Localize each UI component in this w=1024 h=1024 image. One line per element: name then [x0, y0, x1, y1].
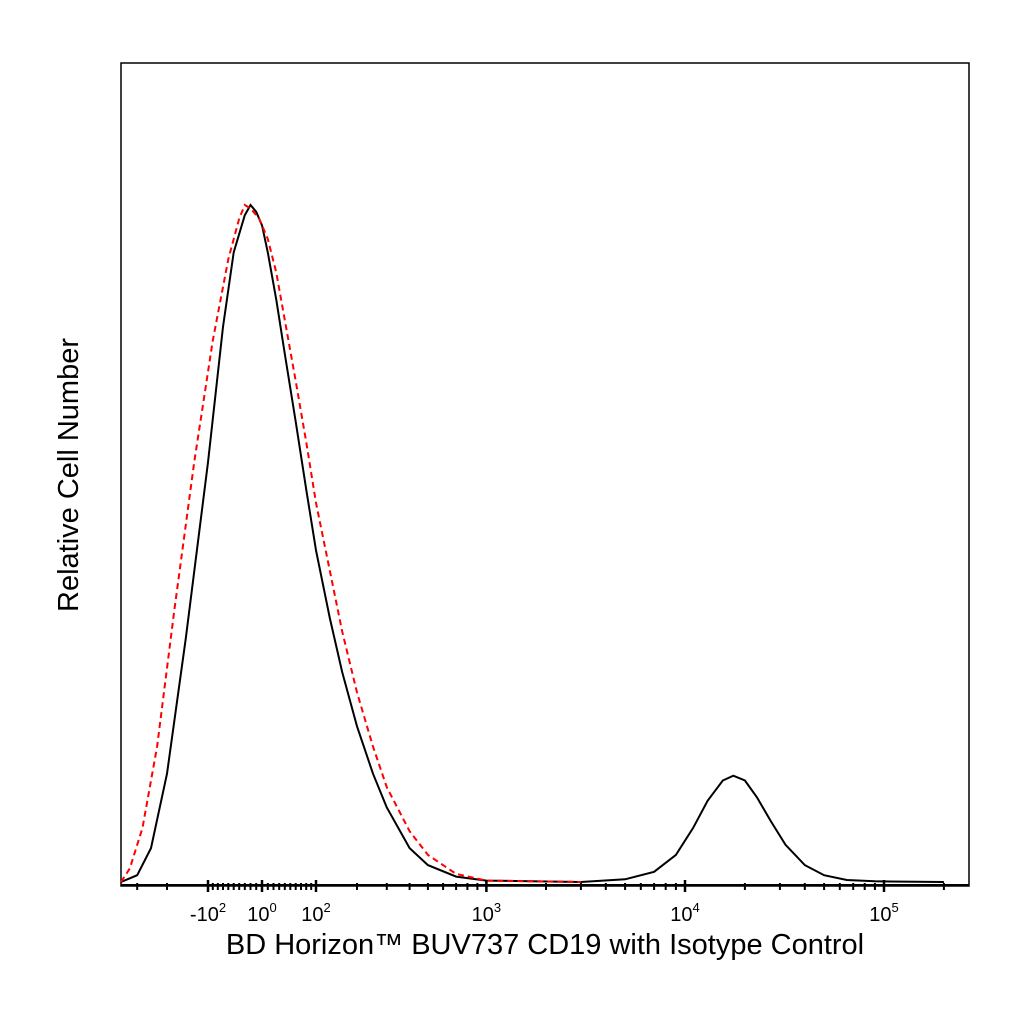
- x-axis-label: BD Horizon™ BUV737 CD19 with Isotype Con…: [226, 929, 864, 961]
- x-tick-label-1: 100: [247, 900, 276, 926]
- x-tick-label-2: 102: [301, 900, 330, 926]
- y-axis-label: Relative Cell Number: [53, 338, 85, 612]
- series-line-1: [120, 203, 581, 883]
- x-tick-label-4: 104: [670, 900, 699, 926]
- series-line-0: [120, 203, 944, 884]
- curves-layer: [120, 203, 969, 886]
- x-tick-label-3: 103: [472, 900, 501, 926]
- x-tick-label-5: 105: [869, 900, 898, 926]
- x-tick-label-0: -102: [190, 900, 226, 926]
- x-ticks-layer: -102 100 102 103 104 105: [136, 880, 945, 926]
- plot-frame: [120, 62, 970, 887]
